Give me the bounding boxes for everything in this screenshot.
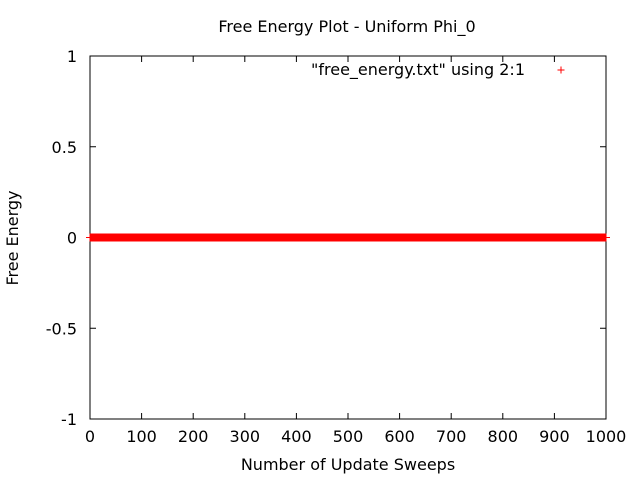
legend-plus-icon — [557, 66, 565, 74]
y-tick-label: 0 — [67, 229, 77, 248]
x-tick-label: 300 — [230, 427, 261, 446]
x-tick-label: 200 — [178, 427, 209, 446]
y-tick-label: 1 — [67, 47, 77, 66]
y-axis: 1 0.5 0 -0.5 -1 — [46, 47, 606, 429]
x-tick-label: 0 — [85, 427, 95, 446]
legend-label: "free_energy.txt" using 2:1 — [311, 60, 525, 80]
x-tick-label: 800 — [488, 427, 519, 446]
x-tick-label: 100 — [126, 427, 157, 446]
y-tick-label: 0.5 — [52, 138, 77, 157]
x-tick-label: 700 — [436, 427, 467, 446]
y-axis-label: Free Energy — [3, 190, 22, 285]
legend: "free_energy.txt" using 2:1 — [311, 60, 565, 80]
x-axis-label: Number of Update Sweeps — [241, 455, 455, 474]
data-point — [602, 233, 610, 242]
y-tick-label: -0.5 — [46, 319, 77, 338]
x-tick-label: 600 — [384, 427, 415, 446]
x-tick-label: 900 — [539, 427, 570, 446]
chart-title: Free Energy Plot - Uniform Phi_0 — [218, 17, 475, 37]
x-tick-label: 400 — [281, 427, 312, 446]
x-tick-label: 1000 — [586, 427, 627, 446]
x-tick-label: 500 — [333, 427, 364, 446]
data-series — [86, 233, 610, 242]
x-axis: 0 100 200 300 400 500 600 700 800 900 1000 — [85, 56, 626, 446]
y-tick-label: -1 — [61, 410, 77, 429]
legend-marker-plus-icon — [557, 66, 565, 74]
